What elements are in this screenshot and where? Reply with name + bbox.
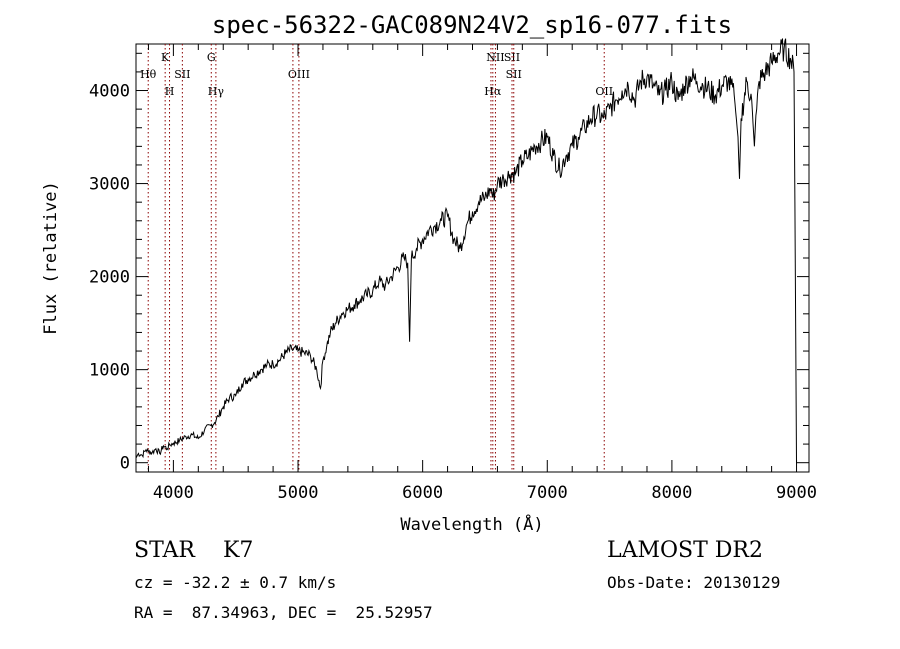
x-tick-label: 9000	[776, 483, 817, 503]
y-axis-label: Flux (relative)	[41, 181, 61, 335]
line-marker-label: Hγ	[208, 85, 225, 98]
line-marker-label: Hα	[484, 85, 502, 98]
object-class: STAR K7	[134, 538, 254, 563]
coordinates: RA = 87.34963, DEC = 25.52957	[134, 603, 433, 622]
y-tick-label: 4000	[89, 82, 130, 102]
line-marker-label: OII	[595, 85, 613, 98]
survey-name: LAMOST DR2	[607, 538, 763, 563]
observation-date: Obs-Date: 20130129	[607, 573, 781, 592]
line-marker-label: Hθ	[140, 68, 157, 81]
y-tick-label: 3000	[89, 175, 130, 195]
x-tick-label: 5000	[278, 483, 319, 503]
line-marker-label: H	[165, 85, 175, 98]
x-tick-label: 7000	[527, 483, 568, 503]
x-axis-label: Wavelength (Å)	[400, 513, 543, 535]
redshift-velocity: cz = -32.2 ± 0.7 km/s	[134, 573, 337, 592]
line-marker-label: SII	[174, 68, 190, 81]
chart-title: spec-56322-GAC089N24V2_sp16-077.fits	[212, 11, 732, 39]
line-marker-label: K	[161, 51, 170, 64]
axis-ticks: 4000 5000 6000 7000 8000 9000 0 1000 2000 3000 400…	[89, 44, 817, 503]
line-marker-label: NII	[486, 51, 504, 64]
plot-frame	[135, 43, 810, 473]
line-marker-label: OIII	[288, 68, 310, 81]
x-tick-label: 8000	[651, 483, 692, 503]
spectrum-line	[135, 38, 797, 463]
line-marker-label: SII	[506, 68, 522, 81]
y-tick-label: 2000	[89, 268, 130, 288]
line-marker-label: SII	[504, 51, 520, 64]
x-tick-label: 6000	[402, 483, 443, 503]
y-tick-label: 0	[120, 454, 130, 474]
line-marker-label: G	[207, 51, 216, 64]
y-tick-label: 1000	[89, 361, 130, 381]
x-tick-label: 4000	[153, 483, 194, 503]
spectrum-chart: spec-56322-GAC089N24V2_sp16-077.fits Hθ K…	[41, 11, 817, 535]
